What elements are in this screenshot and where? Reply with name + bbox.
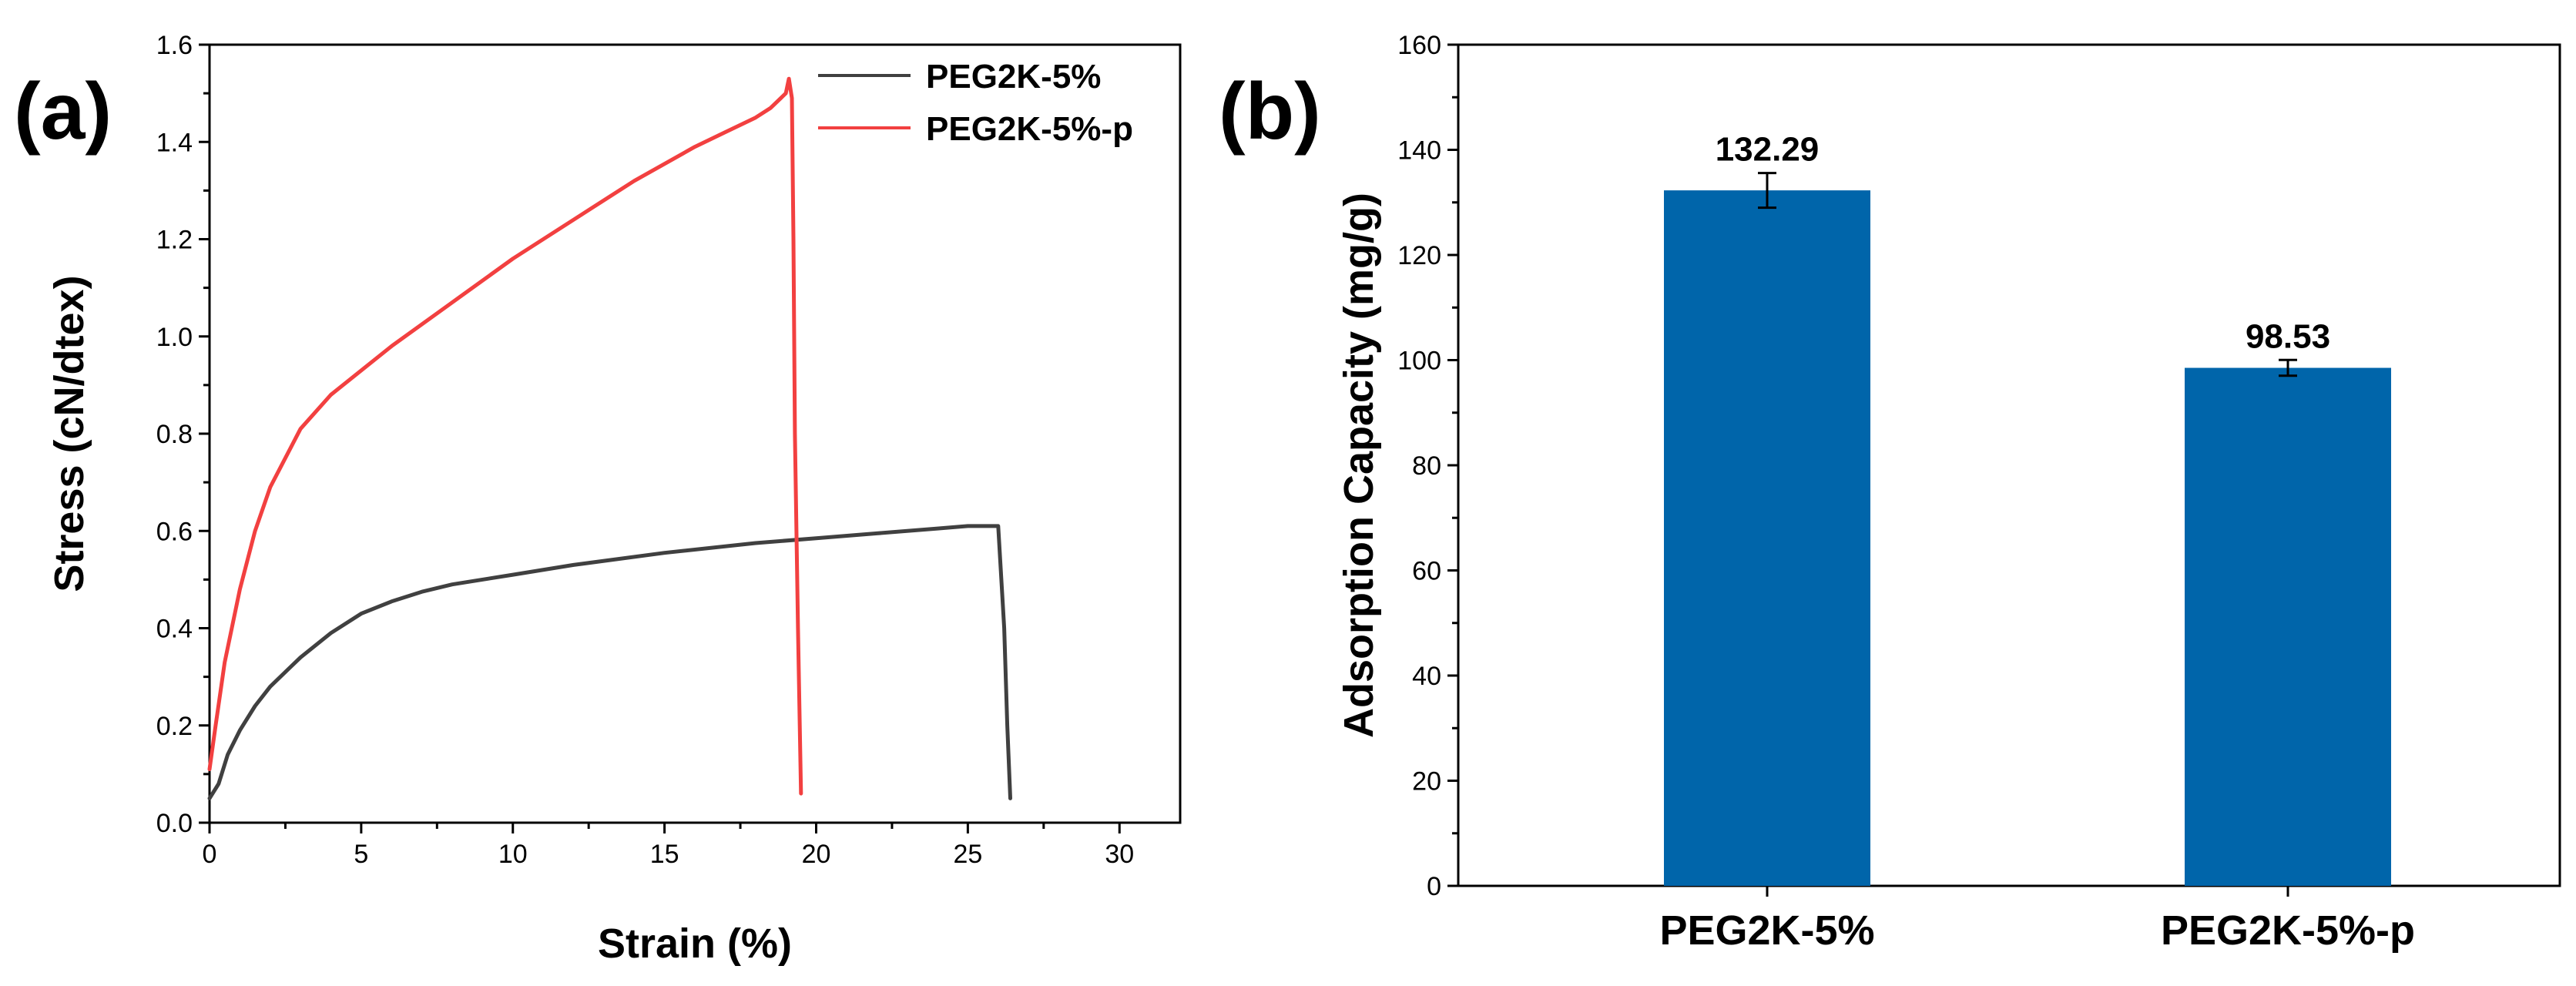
bar-value-label: 132.29 bbox=[1716, 131, 1820, 169]
a-ytick-label: 0.8 bbox=[156, 420, 193, 449]
category-label: PEG2K-5%-p bbox=[2161, 907, 2415, 954]
b-ytick-label: 0 bbox=[1427, 872, 1441, 901]
b-ytick-label: 60 bbox=[1412, 557, 1441, 586]
panel-b-y-axis-title: Adsorption Capacity (mg/g) bbox=[1336, 193, 1382, 738]
b-ytick-label: 120 bbox=[1397, 241, 1441, 270]
a-ytick-label: 0.6 bbox=[156, 517, 193, 546]
bar-peg2k-5 bbox=[1664, 190, 1870, 887]
a-ytick-label: 1.0 bbox=[156, 323, 193, 352]
legend-label-peg2k-5: PEG2K-5% bbox=[926, 58, 1101, 96]
b-ytick-label: 100 bbox=[1397, 347, 1441, 376]
legend-label-peg2k-5-p: PEG2K-5%-p bbox=[926, 110, 1133, 148]
b-ytick-label: 20 bbox=[1412, 767, 1441, 797]
panel-a-x-ticks: 0 5 10 15 20 25 30 bbox=[203, 823, 1134, 869]
b-ytick-label: 160 bbox=[1397, 31, 1441, 60]
a-xtick-label: 5 bbox=[354, 840, 368, 869]
bar-value-label: 98.53 bbox=[2246, 317, 2330, 355]
panel-a-series bbox=[207, 76, 1012, 800]
panel-b-y-ticks: 0 20 40 60 80 100 120 140 160 bbox=[1397, 31, 1458, 901]
a-ytick-label: 0.4 bbox=[156, 615, 193, 644]
a-ytick-label: 0.0 bbox=[156, 809, 193, 838]
a-xtick-label: 15 bbox=[650, 840, 679, 869]
a-xtick-label: 25 bbox=[953, 840, 982, 869]
panel-a-label: (a) bbox=[14, 67, 112, 156]
a-xtick-label: 30 bbox=[1105, 840, 1134, 869]
series-line-peg2k-5 bbox=[207, 524, 1012, 800]
a-xtick-label: 0 bbox=[203, 840, 217, 869]
panel-b: (b) 0 20 40 60 80 100 120 140 160 Adsorption Cap… bbox=[1219, 31, 2561, 954]
category-label: PEG2K-5% bbox=[1659, 907, 1874, 954]
a-ytick-label: 0.2 bbox=[156, 712, 193, 741]
panel-a: (a) 0.0 0.2 0.4 0.6 0.8 1.0 1.2 1.4 1.6 0 5 10 15 20… bbox=[14, 31, 1182, 967]
panel-a-plot-frame bbox=[208, 43, 1182, 824]
bar-peg2k-5-p bbox=[2185, 367, 2391, 887]
a-ytick-label: 1.4 bbox=[156, 128, 193, 157]
a-xtick-label: 10 bbox=[498, 840, 528, 869]
b-ytick-label: 40 bbox=[1412, 662, 1441, 691]
panel-a-legend: PEG2K-5% PEG2K-5%-p bbox=[818, 58, 1133, 148]
a-xtick-label: 20 bbox=[802, 840, 831, 869]
panel-a-y-axis-title: Stress (cN/dtex) bbox=[46, 275, 92, 592]
a-ytick-label: 1.6 bbox=[156, 31, 193, 60]
panel-a-x-axis-title: Strain (%) bbox=[598, 921, 792, 967]
panel-b-plot-frame bbox=[1457, 43, 2561, 887]
series-line-peg2k-5-p bbox=[207, 76, 803, 796]
panel-b-label: (b) bbox=[1219, 67, 1321, 156]
b-ytick-label: 140 bbox=[1397, 136, 1441, 166]
panel-a-y-ticks: 0.0 0.2 0.4 0.6 0.8 1.0 1.2 1.4 1.6 bbox=[156, 31, 210, 838]
b-ytick-label: 80 bbox=[1412, 451, 1441, 481]
a-ytick-label: 1.2 bbox=[156, 226, 193, 255]
panel-b-bars: 132.29 PEG2K-5% 98.53 PEG2K-5%-p bbox=[1659, 131, 2415, 954]
